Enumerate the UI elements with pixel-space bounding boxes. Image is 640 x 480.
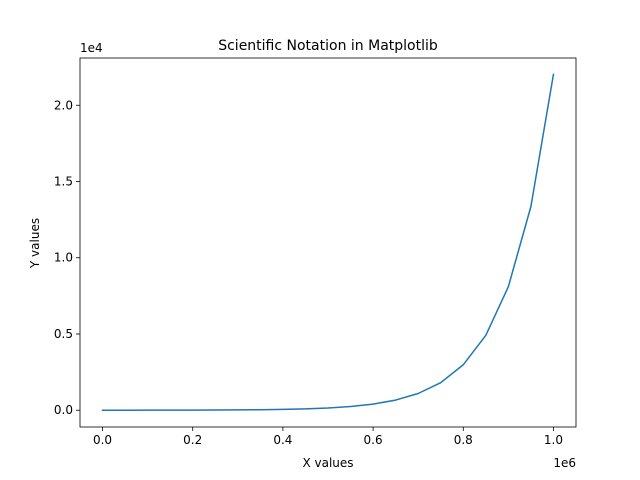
y-tick-label: 2.0	[54, 98, 73, 112]
y-tick-label: 0.0	[54, 403, 73, 417]
y-axis-label: Y values	[28, 218, 42, 269]
y-axis-offset-label: 1e4	[80, 41, 103, 55]
y-tick-label: 0.5	[54, 327, 73, 341]
plot-area: 0.0 0.2 0.4 0.6 0.8 1.0 0.0 0.5 1.0 1.5 2.0	[54, 57, 577, 447]
x-tick-label: 0.6	[364, 433, 383, 447]
axes-frame	[79, 57, 577, 428]
x-axis-offset-label: 1e6	[553, 456, 576, 470]
y-tick-label: 1.5	[54, 175, 73, 189]
series-line-0	[101, 73, 555, 411]
x-tick-label: 0.4	[273, 433, 292, 447]
x-tick-label: 1.0	[544, 433, 563, 447]
y-tick-label: 1.0	[54, 251, 73, 265]
x-tick-label: 0.2	[183, 433, 202, 447]
x-tick-label: 0.8	[454, 433, 473, 447]
chart-title: Scientific Notation in Matplotlib	[218, 38, 438, 54]
x-tick-label: 0.0	[93, 433, 112, 447]
x-axis-label: X values	[302, 456, 353, 470]
